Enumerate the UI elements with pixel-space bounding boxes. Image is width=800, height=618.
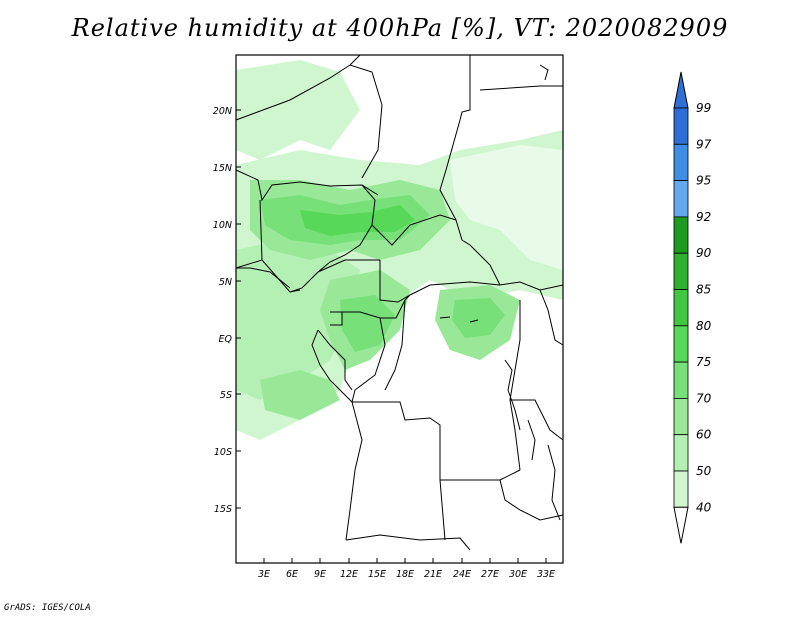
colorbar-swatch [673,143,689,182]
colorbar-label: 95 [696,174,711,188]
lat-label: 5N [219,277,232,288]
lon-label: 6E [286,569,298,580]
colorbar-swatch [673,107,689,145]
colorbar-label: 92 [696,210,711,224]
colorbar-swatch [673,289,689,327]
lat-label: 10S [214,447,232,458]
colorbar-swatch [673,252,689,290]
lon-label: 3E [258,569,270,580]
colorbar-swatch [673,470,689,508]
colorbar-label: 80 [696,319,712,333]
colorbar-swatch [673,397,689,436]
lat-label: 5S [220,390,232,401]
humidity-field [236,55,563,563]
latitude-ticks [236,109,241,509]
colorbar-label: 99 [696,101,711,115]
longitude-ticks [263,558,547,563]
colorbar-label: 85 [696,283,711,297]
plot-title: Relative humidity at 400hPa [%], VT: 202… [71,14,729,42]
coastlines [236,64,549,461]
lat-label: 10N [213,220,232,231]
lat-label: 15S [214,504,232,515]
colorbar-swatch [673,216,689,254]
country-borders [235,54,564,551]
lon-label: 18E [396,569,414,580]
latitude-labels: 20N 15N 10N 5N EQ 5S 10S 15S [213,106,233,515]
lon-label: 33E [537,569,555,580]
lat-label: EQ [219,334,233,345]
colorbar-label: 97 [696,137,712,151]
lon-label: 27E [481,569,499,580]
colorbar-swatch [673,434,689,472]
lon-label: 9E [314,569,326,580]
colorbar-swatch [673,325,689,363]
colorbar-swatch [673,180,689,218]
colorbar-label: 70 [696,391,712,405]
colorbar-label: 40 [696,500,712,514]
colorbar-label: 50 [696,464,712,478]
colorbar-arrow-bottom [673,506,689,544]
lon-label: 30E [509,569,527,580]
lat-label: 15N [213,163,232,174]
colorbar-swatch [673,361,689,399]
colorbar-label: 75 [696,355,711,369]
lon-label: 21E [424,569,442,580]
colorbar: 99 97 95 92 90 85 80 75 70 60 50 40 [673,71,712,544]
colorbar-label: 90 [696,246,712,260]
colorbar-label: 60 [696,428,712,442]
map-frame [235,54,564,564]
longitude-labels: 3E 6E 9E 12E 15E 18E 21E 24E 27E 30E 33E [258,569,555,580]
lon-label: 15E [368,569,386,580]
grads-credit: GrADS: IGES/COLA [4,603,91,613]
lat-label: 20N [213,106,232,117]
lon-label: 24E [453,569,471,580]
lon-label: 12E [340,569,358,580]
colorbar-arrow-top [673,71,689,109]
